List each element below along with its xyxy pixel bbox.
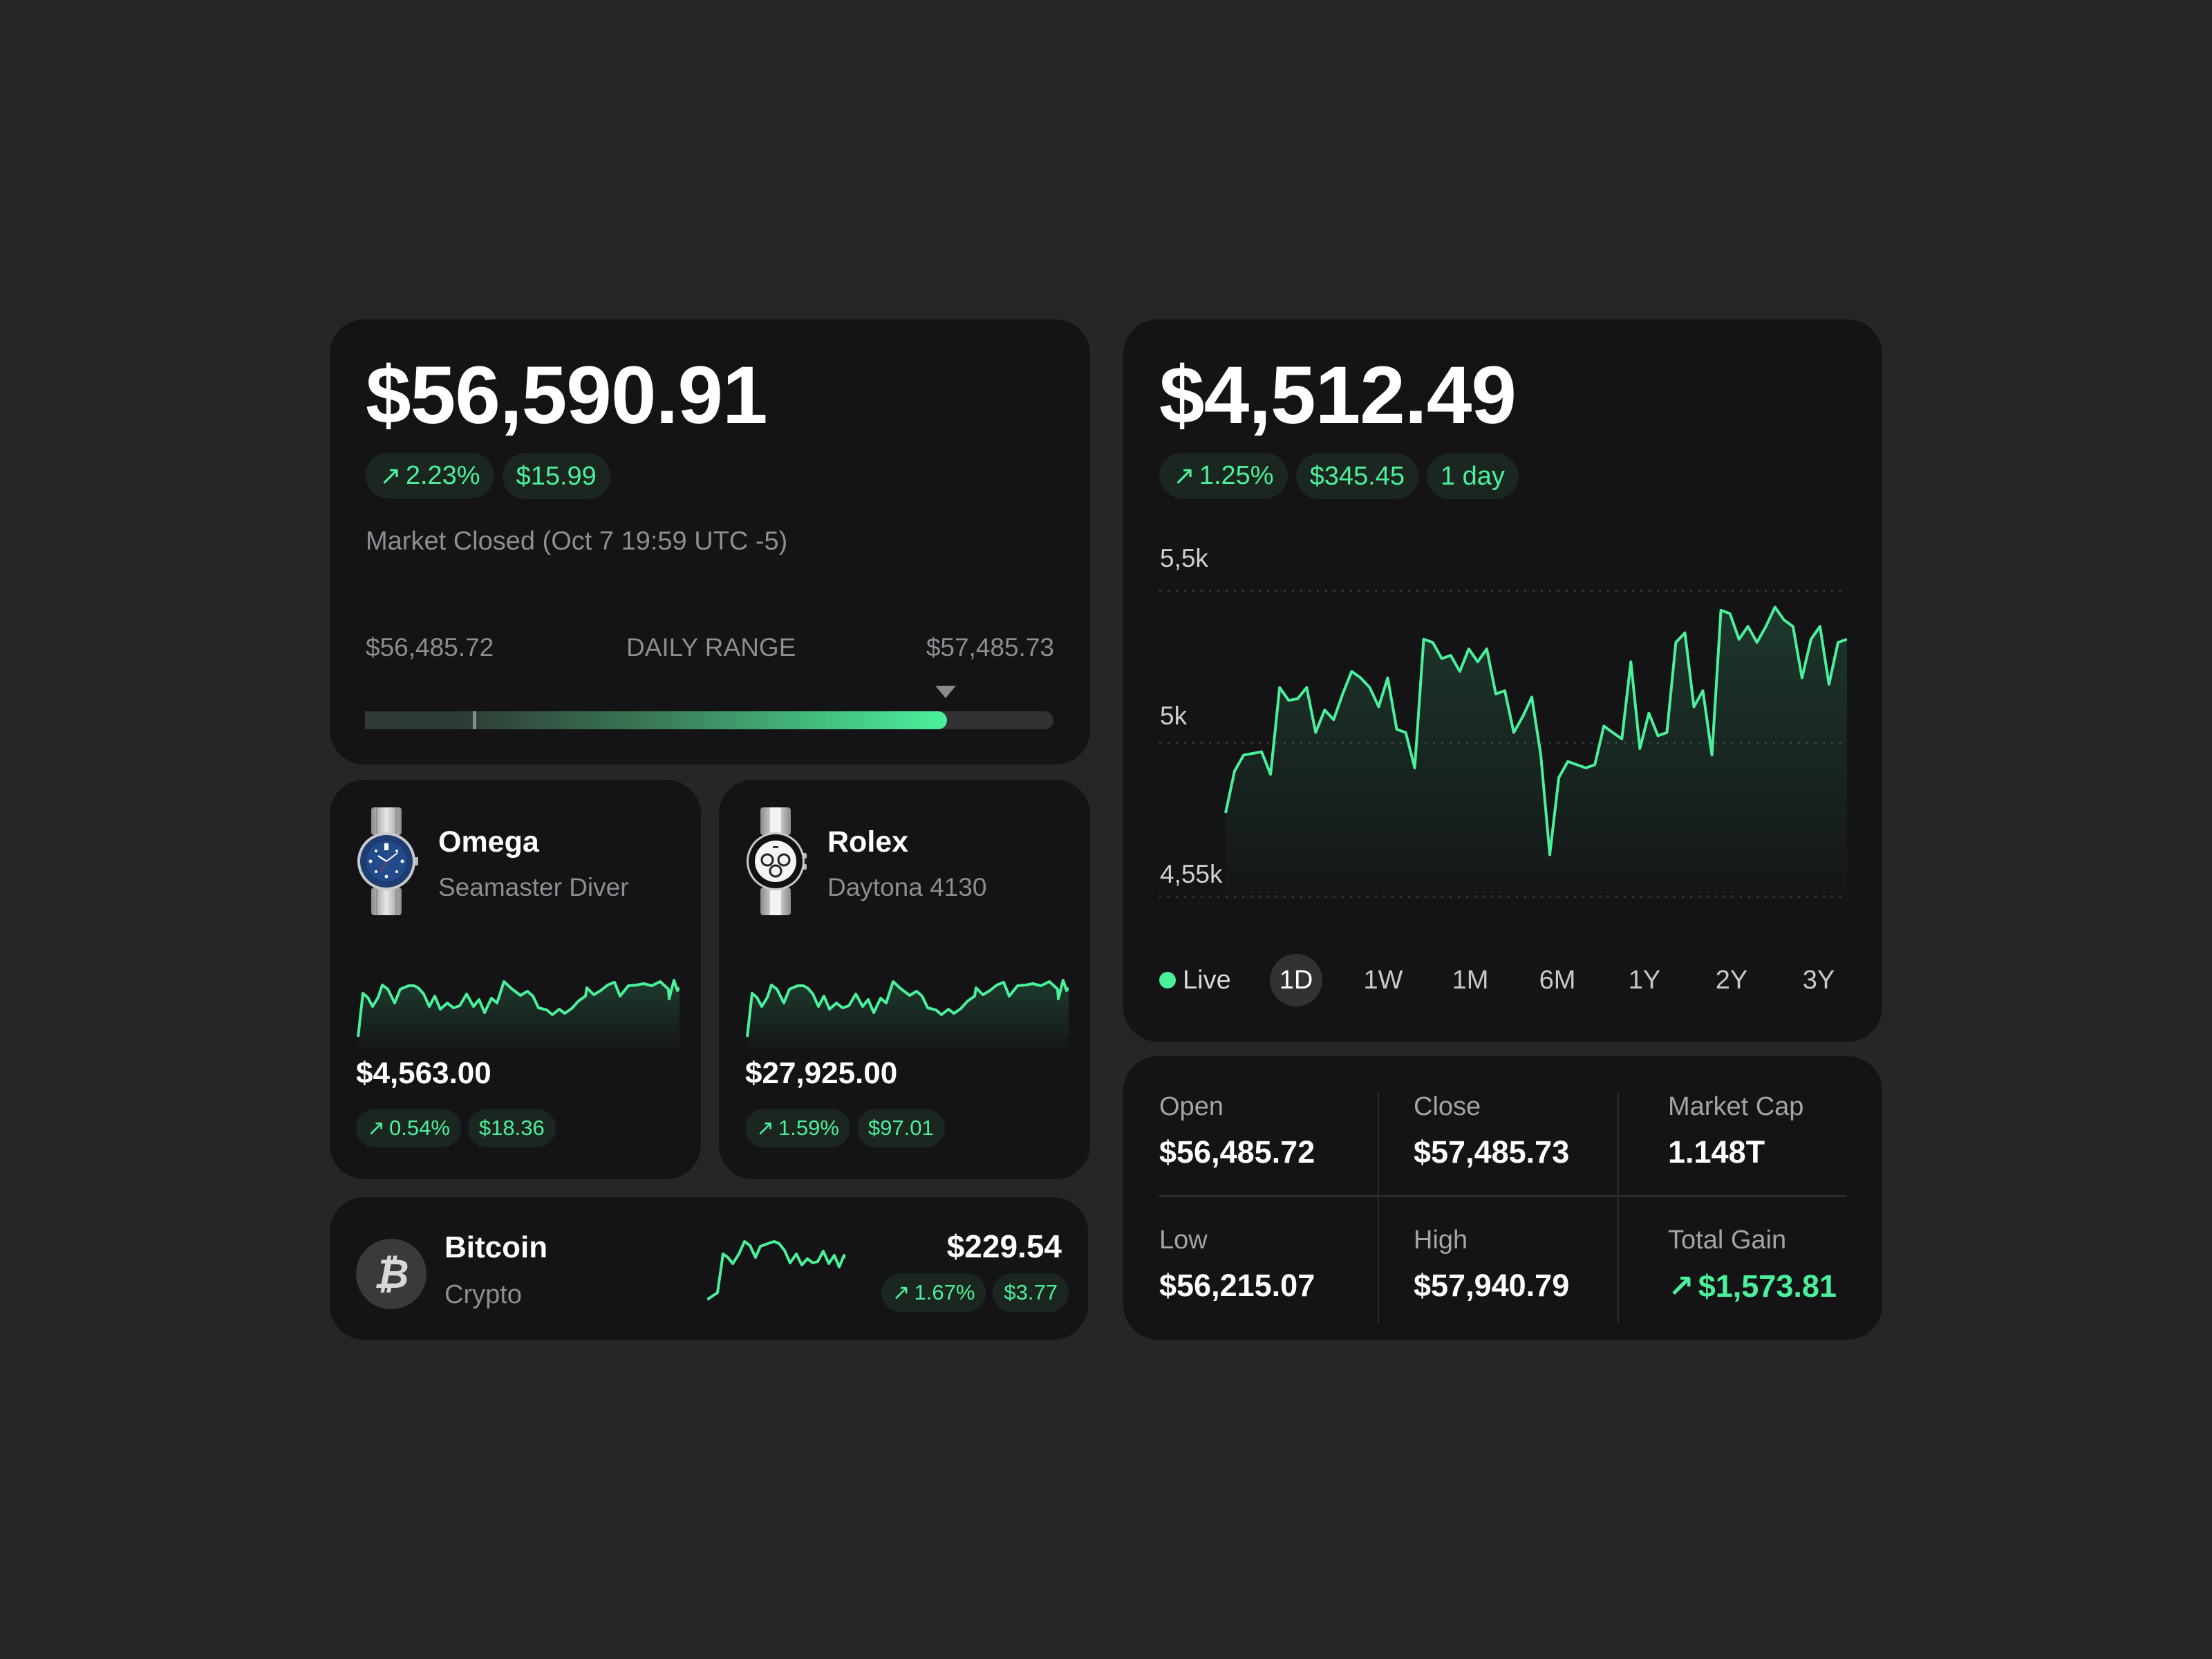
omega-sparkline — [357, 979, 679, 1053]
change-amount-badge: $97.01 — [856, 1109, 945, 1147]
stat-market-cap: Market Cap 1.148T — [1668, 1092, 1804, 1170]
asset-price: $229.54 — [946, 1228, 1062, 1264]
bitcoin-icon: ₿ — [356, 1239, 427, 1309]
period-badge: 1 day — [1426, 453, 1519, 499]
watch-model: Seamaster Diver — [438, 873, 629, 901]
omega-watch-image — [357, 807, 418, 915]
summary-price: $56,590.91 — [366, 350, 768, 441]
arrow-up-right-icon: ↗ — [367, 1116, 385, 1140]
daily-range-fill — [365, 711, 947, 729]
watch-price: $4,563.00 — [356, 1056, 491, 1090]
chart-series — [1224, 606, 1847, 912]
rolex-watch-image — [747, 807, 807, 915]
detail-change-pills: ↗ 1.25% $345.45 1 day — [1159, 453, 1527, 499]
asset-category: Crypto — [444, 1280, 522, 1309]
divider — [1159, 1195, 1847, 1197]
timeframe-1d[interactable]: 1D — [1270, 954, 1322, 1006]
change-percent-badge: ↗ 0.54% — [356, 1109, 461, 1147]
watch-change-pills: ↗ 1.59% $97.01 — [745, 1109, 952, 1147]
watch-brand: Rolex — [827, 825, 909, 859]
change-percent-badge: ↗ 1.67% — [881, 1273, 986, 1312]
arrow-up-right-icon: ↗ — [892, 1280, 910, 1304]
watch-model: Daytona 4130 — [827, 873, 987, 901]
live-indicator: Live — [1159, 966, 1270, 995]
timeframe-1y[interactable]: 1Y — [1628, 965, 1661, 995]
stat-low: Low $56,215.07 — [1159, 1226, 1315, 1303]
timeframe-1w[interactable]: 1W — [1363, 965, 1403, 995]
stat-total-gain: Total Gain ↗ $1,573.81 — [1668, 1226, 1837, 1304]
timeframe-3y[interactable]: 3Y — [1802, 965, 1835, 995]
y-axis-label: 5,5k — [1160, 544, 1208, 572]
arrow-up-right-icon: ↗ — [1668, 1268, 1694, 1304]
timeframe-2y[interactable]: 2Y — [1715, 965, 1748, 995]
arrow-up-right-icon: ↗ — [379, 461, 402, 491]
daily-range-low: $56,485.72 — [366, 633, 494, 662]
stats-card: Open $56,485.72 Close $57,485.73 Market … — [1123, 1056, 1882, 1340]
summary-change-pills: ↗ 2.23% $15.99 — [366, 453, 619, 499]
asset-change-pills: ↗ 1.67% $3.77 — [881, 1273, 1069, 1312]
daily-range-label: DAILY RANGE — [626, 633, 796, 662]
watch-brand: Omega — [438, 825, 539, 859]
y-axis-label: 4,55k — [1160, 860, 1223, 888]
price-chart-card: $4,512.49 ↗ 1.25% $345.45 1 day 5,5k 5k 4,5… — [1123, 319, 1882, 1042]
watch-price: $27,925.00 — [745, 1056, 898, 1090]
daily-range-bar — [365, 711, 1053, 729]
open-price-tick — [473, 711, 476, 729]
summary-card: $56,590.91 ↗ 2.23% $15.99 Market Closed (O… — [330, 319, 1090, 765]
change-percent-badge: ↗ 2.23% — [366, 453, 494, 498]
divider — [1618, 1092, 1619, 1323]
rolex-sparkline — [746, 979, 1069, 1053]
current-position-marker-icon — [935, 686, 956, 698]
market-status: Market Closed (Oct 7 19:59 UTC -5) — [366, 527, 788, 556]
stat-high: High $57,940.79 — [1414, 1226, 1570, 1303]
bitcoin-card[interactable]: ₿ Bitcoin Crypto $229.54 ↗ 1.67% $3.77 — [330, 1197, 1088, 1340]
watch-change-pills: ↗ 0.54% $18.36 — [356, 1109, 563, 1147]
arrow-up-right-icon: ↗ — [756, 1116, 774, 1140]
live-dot-icon — [1159, 972, 1176, 988]
watch-card-rolex[interactable]: Rolex Daytona 4130 $27,925.00 ↗ 1.59% $97.… — [719, 780, 1090, 1179]
timeframe-6m[interactable]: 6M — [1539, 965, 1576, 995]
daily-range-high: $57,485.73 — [926, 633, 1054, 662]
price-area-chart[interactable] — [1159, 539, 1847, 912]
divider — [1378, 1092, 1379, 1323]
change-amount-badge: $3.77 — [993, 1273, 1069, 1312]
change-percent-badge: ↗ 1.59% — [745, 1109, 850, 1147]
change-percent-badge: ↗ 1.25% — [1159, 453, 1288, 498]
bitcoin-sparkline — [707, 1240, 845, 1301]
y-axis-label: 5k — [1160, 702, 1188, 730]
watch-card-omega[interactable]: Omega Seamaster Diver $4,563.00 ↗ 0.54% $1… — [330, 780, 701, 1179]
timeframe-1m[interactable]: 1M — [1452, 965, 1489, 995]
stat-close: Close $57,485.73 — [1414, 1092, 1570, 1170]
arrow-up-right-icon: ↗ — [1173, 461, 1195, 491]
detail-price: $4,512.49 — [1159, 350, 1517, 441]
timeframe-selector: Live 1D 1W 1M 6M 1Y 2Y 3Y — [1159, 954, 1847, 1006]
stat-open: Open $56,485.72 — [1159, 1092, 1315, 1170]
change-amount-badge: $15.99 — [502, 453, 610, 499]
change-amount-badge: $345.45 — [1295, 453, 1418, 499]
change-amount-badge: $18.36 — [467, 1109, 556, 1147]
asset-name: Bitcoin — [444, 1230, 548, 1264]
